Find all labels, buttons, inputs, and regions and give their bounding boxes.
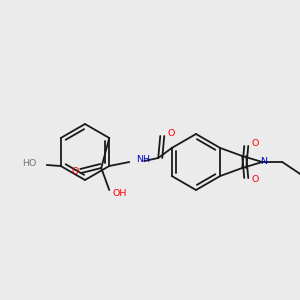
Text: OH: OH (112, 190, 126, 199)
Text: HO: HO (22, 160, 37, 169)
Text: NH: NH (136, 155, 150, 164)
Text: O: O (252, 176, 259, 184)
Text: O: O (72, 167, 79, 176)
Text: N: N (260, 157, 267, 166)
Text: O: O (168, 128, 175, 137)
Text: O: O (252, 140, 259, 148)
